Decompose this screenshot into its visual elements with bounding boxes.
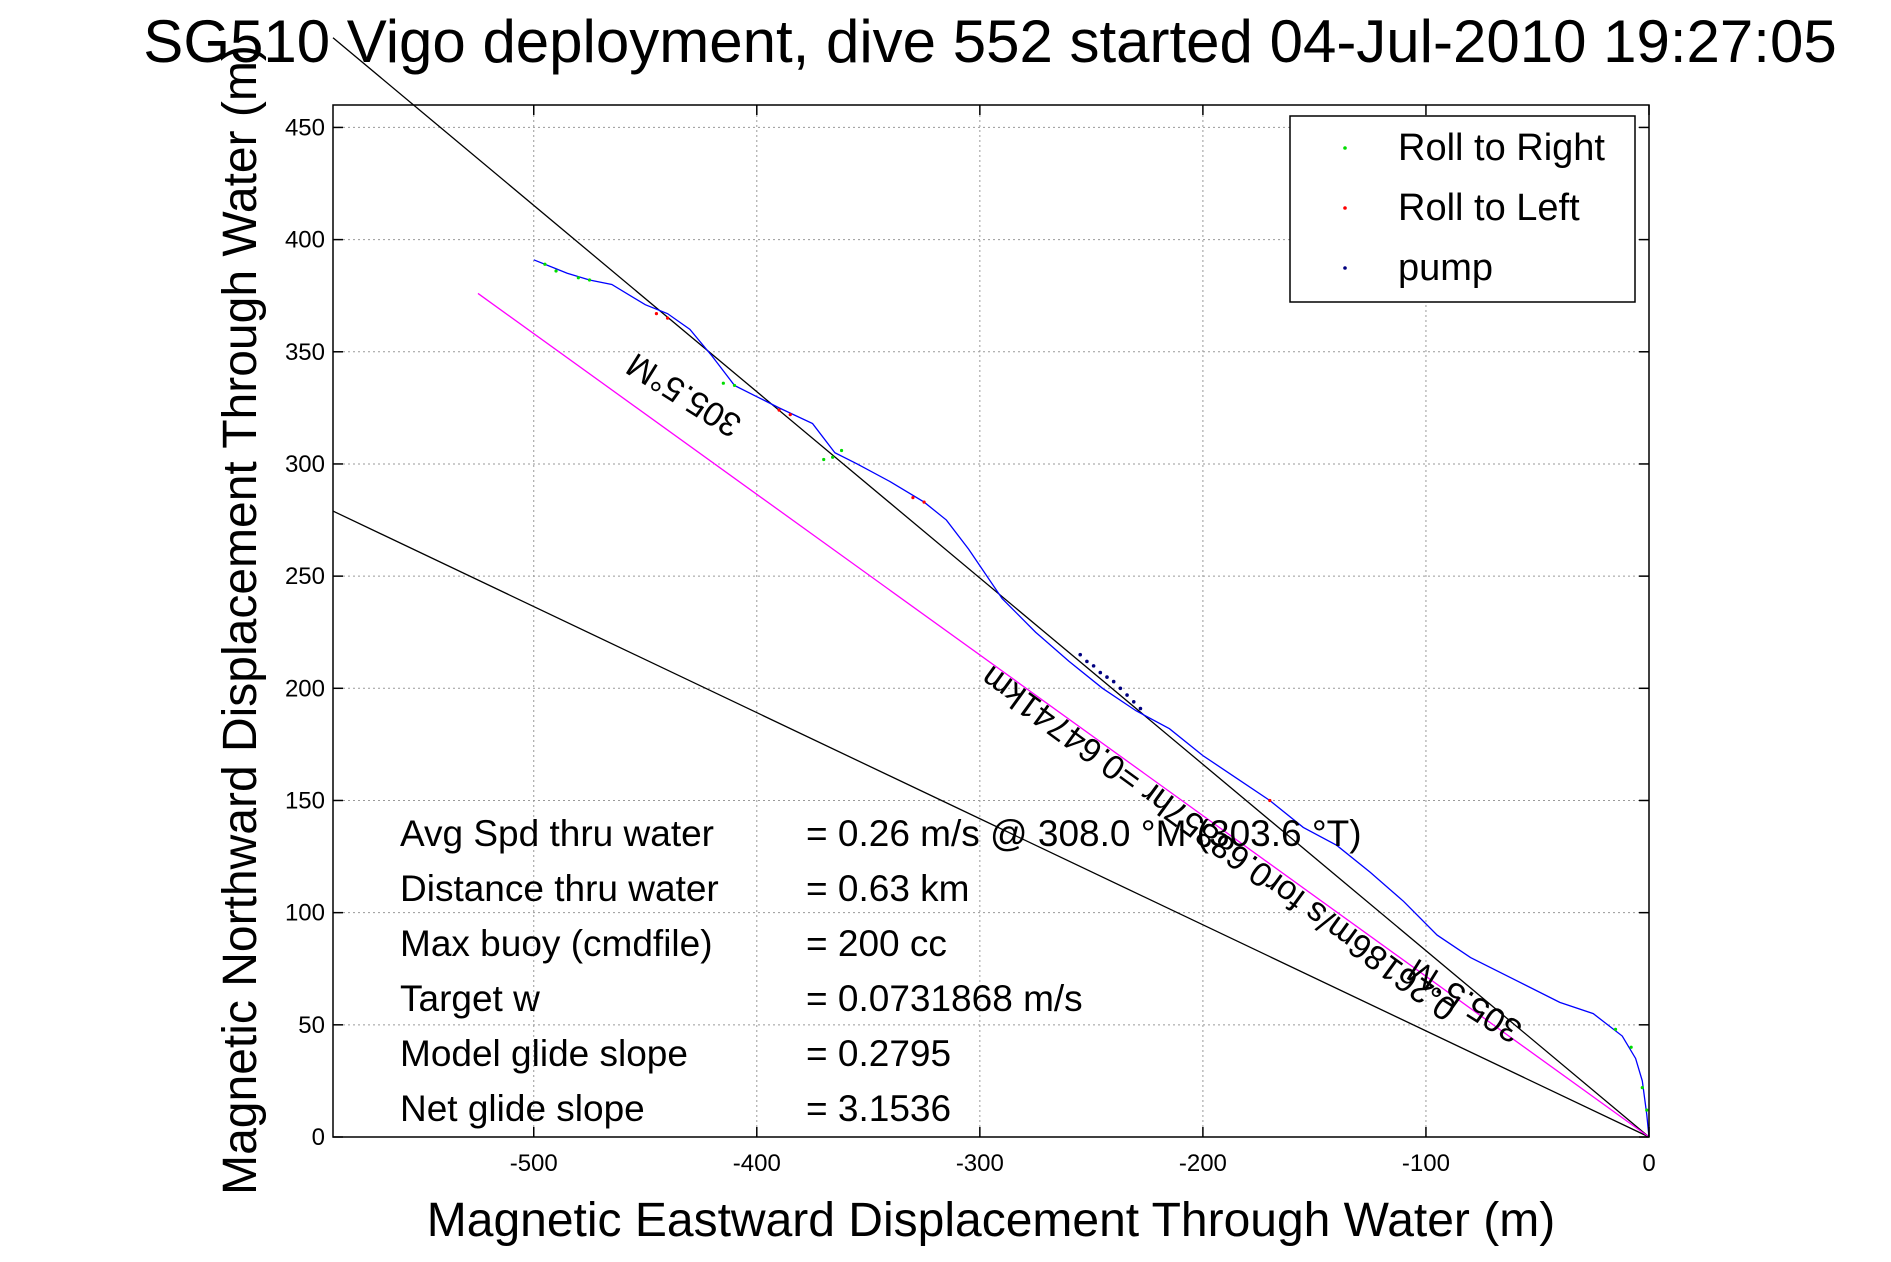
pump-point bbox=[1098, 670, 1103, 675]
annotation-label: Net glide slope bbox=[400, 1088, 645, 1129]
legend: Roll to Right Roll to Left pump bbox=[1289, 115, 1636, 303]
roll-left-point bbox=[922, 500, 926, 504]
legend-marker bbox=[1343, 266, 1347, 270]
roll-right-point bbox=[576, 276, 580, 280]
roll-right-point bbox=[721, 381, 725, 385]
annotation-value: = 200 cc bbox=[806, 923, 947, 964]
y-tick-label: 0 bbox=[312, 1124, 325, 1151]
y-tick-label: 250 bbox=[285, 563, 325, 590]
y-tick-label: 300 bbox=[285, 451, 325, 478]
roll-left-point bbox=[665, 316, 670, 320]
y-tick-label: 200 bbox=[285, 675, 325, 702]
pump-point bbox=[1131, 699, 1136, 704]
pump-point bbox=[1111, 679, 1116, 684]
x-tick-label: -500 bbox=[510, 1150, 558, 1177]
roll-right-point bbox=[1645, 1108, 1649, 1112]
x-tick-label: 0 bbox=[1642, 1150, 1655, 1177]
x-tick-label: -200 bbox=[1179, 1150, 1227, 1177]
track-layer bbox=[533, 259, 1650, 1138]
roll-left-point bbox=[788, 413, 792, 417]
pump-point bbox=[1105, 675, 1109, 679]
roll-right-point bbox=[831, 455, 835, 459]
y-tick-label: 100 bbox=[285, 900, 325, 927]
annotation-value: = 0.26 m/s @ 308.0 °M (303.6 °T) bbox=[806, 813, 1362, 854]
roll-right-point bbox=[543, 262, 547, 266]
plot-border bbox=[332, 104, 1650, 1138]
roll-right-point bbox=[1629, 1045, 1633, 1049]
chart-title: SG510 Vigo deployment, dive 552 started … bbox=[143, 8, 1836, 75]
legend-label: pump bbox=[1398, 247, 1493, 289]
ticks-layer: -500 -400 -300 -200 -100 0 0 50 100 150 200 250 300 3… bbox=[285, 105, 1656, 1177]
pump-point bbox=[1085, 659, 1089, 664]
pump-point bbox=[1125, 693, 1129, 697]
annotation-label: Model glide slope bbox=[400, 1033, 688, 1074]
roll-left-point bbox=[911, 496, 915, 500]
x-tick-label: -400 bbox=[733, 1150, 781, 1177]
roll-right-point bbox=[1613, 1027, 1618, 1031]
roll-right-point bbox=[839, 448, 844, 453]
roll-left-point bbox=[1268, 798, 1272, 803]
annotation-label: Avg Spd thru water bbox=[400, 813, 714, 854]
pump-point bbox=[1078, 652, 1083, 657]
annotation-label: Distance thru water bbox=[400, 868, 719, 909]
y-tick-label: 450 bbox=[285, 114, 325, 141]
pump-point bbox=[1091, 664, 1096, 668]
annotation-value: = 0.63 km bbox=[806, 868, 970, 909]
annotation-label: Max buoy (cmdfile) bbox=[400, 923, 713, 964]
roll-right-point bbox=[1640, 1086, 1644, 1090]
x-tick-label: -100 bbox=[1402, 1150, 1450, 1177]
roll-left-point bbox=[777, 408, 781, 412]
annotations-layer: Avg Spd thru water = 0.26 m/s @ 308.0 °M … bbox=[400, 813, 1362, 1129]
roll-right-point bbox=[732, 383, 737, 388]
roll-left-point bbox=[654, 312, 659, 316]
legend-items: Roll to Right Roll to Left pump bbox=[1343, 127, 1605, 289]
y-tick-label: 400 bbox=[285, 227, 325, 254]
y-tick-label: 150 bbox=[285, 787, 325, 814]
legend-marker bbox=[1343, 206, 1347, 210]
y-tick-label: 50 bbox=[298, 1012, 325, 1039]
roll-right-point bbox=[554, 269, 558, 273]
y-tick-label: 350 bbox=[285, 339, 325, 366]
legend-label: Roll to Right bbox=[1398, 127, 1605, 169]
heading-line bbox=[332, 37, 1650, 1138]
legend-marker bbox=[1343, 146, 1347, 150]
annotation-label: Target w bbox=[400, 978, 540, 1019]
roll-right-point bbox=[587, 278, 592, 282]
annotation-value: = 0.0731868 m/s bbox=[806, 978, 1083, 1019]
legend-box bbox=[1289, 115, 1636, 303]
y-axis-label: Magnetic Northward Displacement Through … bbox=[214, 45, 267, 1195]
net-line bbox=[477, 292, 1650, 1138]
x-tick-label: -300 bbox=[956, 1150, 1004, 1177]
pump-point bbox=[1138, 706, 1143, 711]
glider-track-line bbox=[533, 259, 1650, 1138]
legend-label: Roll to Left bbox=[1398, 187, 1580, 229]
reference-lines-layer bbox=[332, 37, 1650, 1138]
current-line bbox=[332, 510, 1650, 1138]
annotation-value: = 0.2795 bbox=[806, 1033, 951, 1074]
x-axis-label: Magnetic Eastward Displacement Through W… bbox=[427, 1194, 1555, 1247]
annotation-value: = 3.1536 bbox=[806, 1088, 951, 1129]
pump-point bbox=[1118, 686, 1123, 691]
points-layer bbox=[543, 262, 1649, 1112]
roll-right-point bbox=[822, 457, 826, 462]
